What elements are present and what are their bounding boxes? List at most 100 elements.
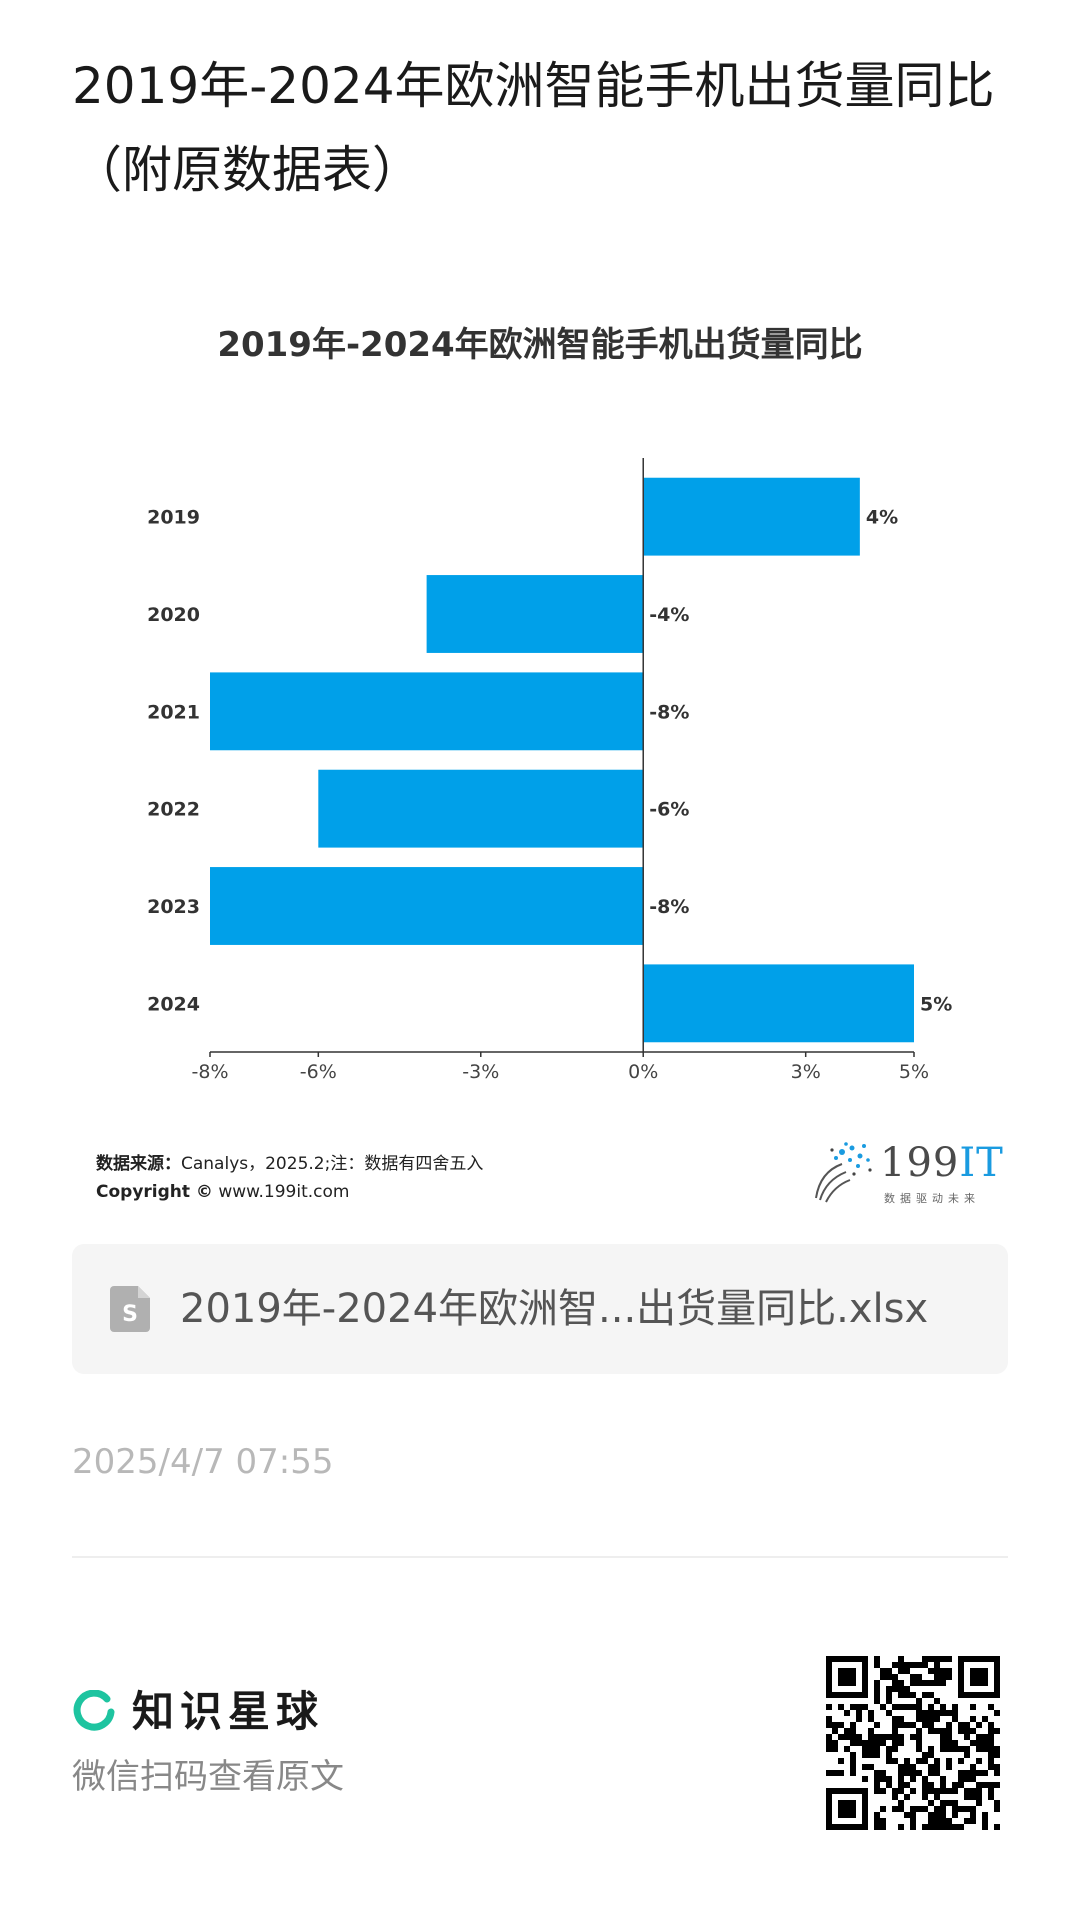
qr-module xyxy=(940,1818,946,1824)
qr-module xyxy=(994,1746,1000,1752)
qr-module xyxy=(958,1824,964,1830)
qr-module xyxy=(880,1776,886,1782)
spreadsheet-file-icon: S xyxy=(110,1286,150,1332)
qr-module xyxy=(880,1806,886,1812)
qr-module xyxy=(904,1794,910,1800)
qr-module xyxy=(940,1728,946,1734)
qr-module xyxy=(934,1764,940,1770)
qr-module xyxy=(940,1656,946,1662)
qr-module xyxy=(916,1716,922,1722)
qr-module xyxy=(916,1710,922,1716)
qr-module xyxy=(940,1782,946,1788)
qr-module xyxy=(970,1728,976,1734)
qr-module xyxy=(904,1782,910,1788)
qr-module xyxy=(928,1656,934,1662)
qr-module xyxy=(928,1770,934,1776)
qr-module xyxy=(850,1758,856,1764)
qr-module xyxy=(922,1782,928,1788)
attachment-card[interactable]: S 2019年-2024年欧洲智...出货量同比.xlsx xyxy=(72,1244,1008,1374)
page-title: 2019年-2024年欧洲智能手机出货量同比（附原数据表） xyxy=(72,57,995,199)
qr-module xyxy=(856,1704,862,1710)
qr-module xyxy=(898,1788,904,1794)
qr-module xyxy=(874,1722,880,1728)
qr-module xyxy=(910,1812,916,1818)
qr-module xyxy=(940,1800,946,1806)
qr-module xyxy=(952,1710,958,1716)
qr-finder xyxy=(862,1662,868,1692)
qr-module xyxy=(928,1680,934,1686)
qr-module xyxy=(946,1722,952,1728)
qr-module xyxy=(964,1770,970,1776)
qr-module xyxy=(934,1656,940,1662)
qr-module xyxy=(874,1788,880,1794)
qr-module xyxy=(988,1704,994,1710)
qr-module xyxy=(976,1734,982,1740)
qr-module xyxy=(874,1734,880,1740)
qr-finder xyxy=(958,1662,964,1692)
qr-module xyxy=(934,1758,940,1764)
qr-module xyxy=(994,1800,1000,1806)
qr-module xyxy=(958,1770,964,1776)
qr-code[interactable] xyxy=(826,1656,1000,1830)
qr-module xyxy=(886,1674,892,1680)
qr-module xyxy=(952,1824,958,1830)
bar-2022 xyxy=(318,769,644,848)
qr-module xyxy=(946,1740,952,1746)
qr-module xyxy=(886,1710,892,1716)
qr-module xyxy=(976,1740,982,1746)
qr-module xyxy=(952,1806,958,1812)
qr-module xyxy=(892,1716,898,1722)
qr-module xyxy=(994,1764,1000,1770)
qr-finder xyxy=(826,1788,868,1794)
qr-module xyxy=(826,1746,832,1752)
qr-module xyxy=(838,1734,844,1740)
qr-module xyxy=(946,1710,952,1716)
attachment-filename[interactable]: 2019年-2024年欧洲智...出货量同比.xlsx xyxy=(180,1286,929,1332)
qr-module xyxy=(940,1680,946,1686)
qr-module xyxy=(946,1728,952,1734)
qr-module xyxy=(952,1740,958,1746)
qr-module xyxy=(880,1668,886,1674)
qr-module xyxy=(940,1806,946,1812)
chart-card: 2019年-2024年欧洲智能手机出货量同比 2019 4% 2020 -4% 2021… xyxy=(72,300,1008,1240)
qr-module xyxy=(898,1734,904,1740)
bar-2021 xyxy=(210,672,644,751)
qr-module xyxy=(868,1764,874,1770)
qr-module xyxy=(922,1656,928,1662)
qr-module xyxy=(838,1722,844,1728)
qr-module xyxy=(916,1740,922,1746)
qr-module xyxy=(898,1782,904,1788)
qr-module xyxy=(838,1704,844,1710)
x-tick-label: 3% xyxy=(791,1061,821,1083)
qr-module xyxy=(958,1776,964,1782)
qr-module xyxy=(952,1704,958,1710)
qr-module xyxy=(910,1764,916,1770)
qr-module xyxy=(898,1806,904,1812)
qr-module xyxy=(976,1800,982,1806)
qr-module xyxy=(928,1764,934,1770)
qr-module xyxy=(976,1788,982,1794)
qr-module xyxy=(832,1722,838,1728)
qr-module xyxy=(928,1722,934,1728)
qr-module xyxy=(928,1728,934,1734)
qr-module xyxy=(958,1746,964,1752)
qr-module xyxy=(934,1824,940,1830)
qr-module xyxy=(850,1752,856,1758)
qr-module xyxy=(844,1734,850,1740)
category-label-2022: 2022 xyxy=(147,799,200,821)
qr-module xyxy=(988,1722,994,1728)
qr-module xyxy=(916,1674,922,1680)
qr-module xyxy=(946,1746,952,1752)
brand-name: 知识星球 xyxy=(132,1687,325,1736)
qr-module xyxy=(940,1776,946,1782)
qr-module xyxy=(970,1812,976,1818)
qr-module xyxy=(940,1668,946,1674)
qr-module xyxy=(910,1674,916,1680)
qr-module xyxy=(934,1812,940,1818)
x-tick-label: 5% xyxy=(899,1061,929,1083)
qr-module xyxy=(988,1734,994,1740)
qr-module xyxy=(886,1782,892,1788)
qr-module xyxy=(910,1824,916,1830)
qr-module xyxy=(892,1674,898,1680)
qr-module xyxy=(940,1788,946,1794)
